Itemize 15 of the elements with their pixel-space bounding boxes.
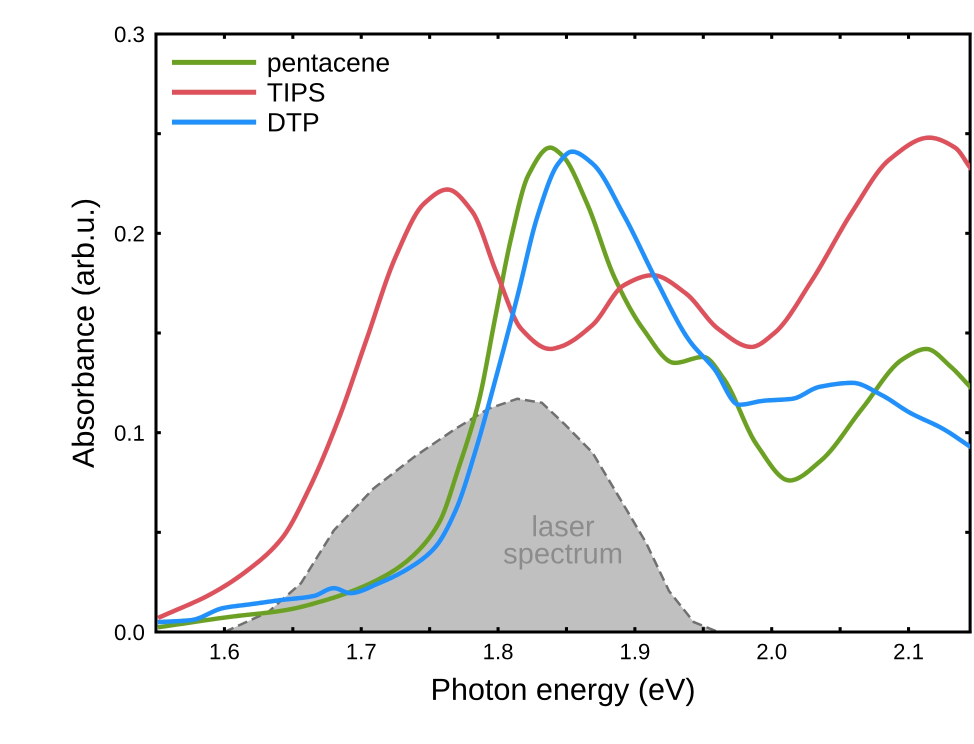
x-tick-label: 1.9 [621, 644, 650, 660]
legend-label: TIPS [267, 83, 324, 102]
legend-label: pentacene [268, 54, 389, 78]
y-tick-label: 0.1 [114, 425, 144, 441]
x-tick-label: 2.0 [757, 644, 786, 660]
x-tick-label: 2.1 [894, 644, 923, 660]
y-axis-title: Absorbance (arb.u.) [72, 200, 100, 468]
x-axis-title: Photon energy (eV) [433, 678, 694, 706]
x-tick-label: 1.8 [484, 644, 513, 660]
x-tick-label: 1.6 [210, 644, 239, 660]
y-tick-label: 0.2 [114, 226, 144, 242]
legend-label: DTP [269, 113, 318, 132]
y-tick-label: 0.0 [114, 624, 144, 640]
y-tick-label: 0.3 [114, 26, 144, 42]
x-tick-label: 1.7 [347, 644, 376, 660]
